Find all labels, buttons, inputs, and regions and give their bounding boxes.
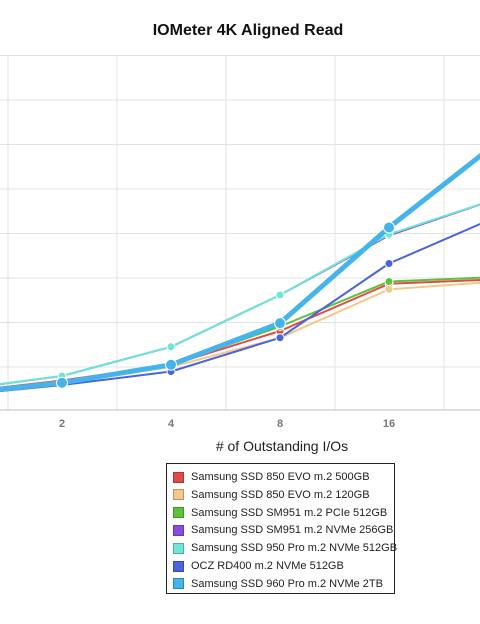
legend-item: Samsung SSD SM951 m.2 PCIe 512GB [173, 505, 387, 521]
x-tick-label: 8 [277, 418, 283, 430]
legend-label: Samsung SSD 850 EVO m.2 500GB [191, 471, 370, 483]
legend-label: Samsung SSD SM951 m.2 PCIe 512GB [191, 506, 388, 519]
legend-label: Samsung SSD 850 EVO m.2 120GB [191, 488, 370, 501]
legend: Samsung SSD 850 EVO m.2 500GB Samsung SSD… [166, 463, 397, 594]
series-6 [0, 223, 480, 393]
series-line [0, 276, 480, 390]
series-line [0, 203, 480, 386]
data-point [384, 259, 394, 268]
legend-item: Samsung SSD 960 Pro m.2 NVMe 2TB [173, 576, 383, 592]
gridlines [0, 55, 480, 410]
series-line [0, 223, 480, 393]
legend-swatch [173, 524, 184, 536]
x-tick-label: 4 [168, 418, 175, 430]
data-point [384, 284, 394, 294]
legend-label: OCZ RD400 m.2 NVMe 512GB [191, 560, 344, 572]
series-3 [0, 276, 480, 390]
data-point [165, 358, 177, 371]
x-tick-label: 2 [59, 418, 65, 430]
legend-swatch [173, 542, 184, 554]
data-point [384, 277, 394, 286]
chart-title: IOMeter 4K Aligned Read [153, 22, 344, 39]
x-tick-label: 16 [383, 418, 395, 430]
series-line [0, 152, 480, 392]
data-point [274, 317, 286, 330]
data-point [275, 333, 285, 343]
data-point [166, 342, 176, 352]
series-layer [0, 152, 480, 393]
series-7 [0, 152, 480, 392]
series-5 [0, 203, 480, 386]
data-point [56, 376, 68, 389]
legend-item: Samsung SSD 950 Pro m.2 NVMe 512GB [173, 540, 397, 556]
x-axis-ticks: 2 4 8 16 [59, 418, 395, 430]
legend-swatch [173, 489, 184, 501]
legend-swatch [173, 471, 184, 483]
data-point [275, 290, 285, 300]
legend-item: Samsung SSD SM951 m.2 NVMe 256GB [173, 522, 393, 538]
data-point [383, 221, 395, 234]
legend-item: OCZ RD400 m.2 NVMe 512GB [173, 558, 344, 574]
legend-swatch [173, 560, 184, 572]
legend-item: Samsung SSD 850 EVO m.2 500GB [173, 469, 370, 485]
x-axis-label: # of Outstanding I/Os [216, 438, 348, 454]
legend-label: Samsung SSD 960 Pro m.2 NVMe 2TB [191, 577, 383, 590]
legend-label: Samsung SSD 950 Pro m.2 NVMe 512GB [191, 542, 398, 555]
legend-swatch [173, 507, 184, 519]
legend-item: Samsung SSD 850 EVO m.2 120GB [173, 487, 370, 503]
legend-swatch [173, 578, 184, 590]
legend-label: Samsung SSD SM951 m.2 NVMe 256GB [191, 524, 394, 537]
